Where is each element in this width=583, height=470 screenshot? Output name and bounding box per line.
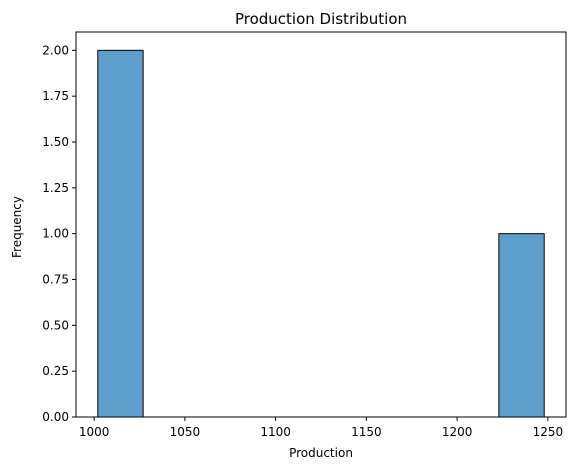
plot-frame (75, 31, 567, 418)
x-tick-label: 1200 (442, 425, 473, 439)
x-tick-label: 1100 (260, 425, 291, 439)
histogram-bar-2 (498, 233, 545, 418)
y-tick-label: 2.00 (42, 43, 69, 57)
y-tick-label: 1.00 (42, 227, 69, 241)
x-tick-label: 1150 (351, 425, 382, 439)
y-tick-label: 1.50 (42, 135, 69, 149)
x-axis-ticks: 1000 1050 1100 1150 1200 1250 (79, 417, 563, 439)
y-tick-label: 0.75 (42, 273, 69, 287)
x-tick-label: 1000 (79, 425, 110, 439)
x-axis-label: Production (289, 446, 353, 460)
y-tick-label: 1.25 (42, 181, 69, 195)
chart-title: Production Distribution (235, 10, 407, 28)
bars-group (97, 49, 545, 418)
y-axis-label: Frequency (10, 196, 24, 258)
x-tick-label: 1250 (533, 425, 564, 439)
x-tick-label: 1050 (170, 425, 201, 439)
y-tick-label: 0.50 (42, 318, 69, 332)
y-tick-label: 0.25 (42, 364, 69, 378)
y-tick-label: 1.75 (42, 89, 69, 103)
y-axis-ticks: 0.00 0.25 0.50 0.75 1.00 1.25 1.50 1.75 2.00 (42, 43, 76, 424)
y-tick-label: 0.00 (42, 410, 69, 424)
histogram-bar-1 (97, 49, 144, 418)
